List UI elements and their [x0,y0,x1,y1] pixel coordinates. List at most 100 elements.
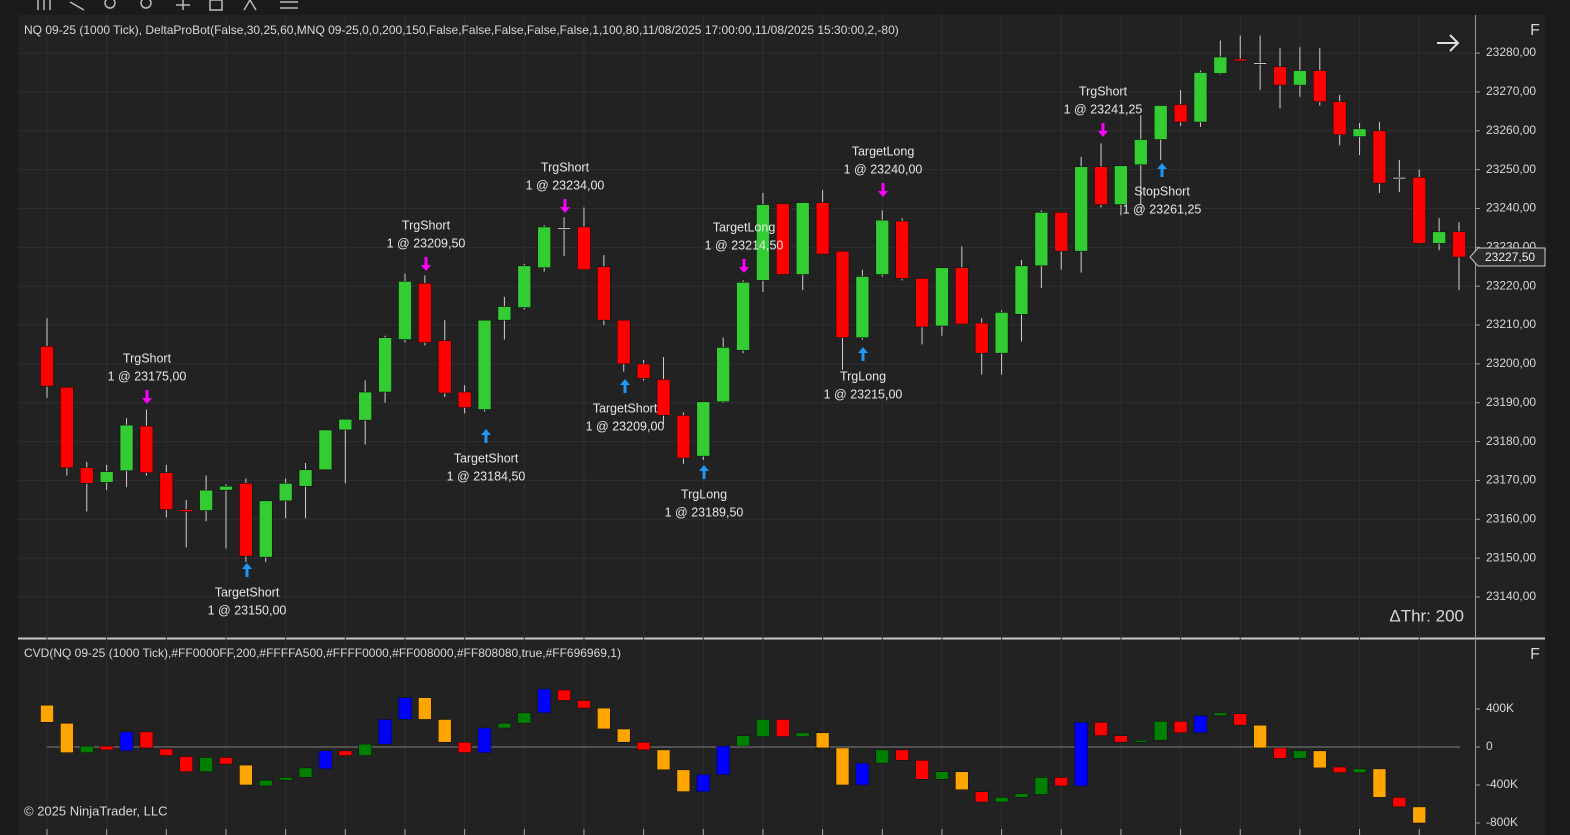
tool-bars-icon[interactable] [37,0,51,10]
cvd-bar [1114,735,1128,743]
cvd-bar [736,735,750,747]
candle-body [616,319,631,365]
cvd-bar [776,719,790,737]
candle-body [994,312,1009,354]
cvd-bar [1372,768,1387,798]
toolbar [37,0,298,11]
y-tick-label: -800K [1486,815,1518,829]
cvd-bar [835,747,850,786]
annotation-detail: 1 @ 23189,50 [665,505,744,519]
candle-body [497,306,512,321]
candle-body [1074,166,1088,252]
cvd-bar [60,722,74,754]
candle-body [1392,177,1407,180]
cvd-bar [179,756,194,773]
annotation-detail: 1 @ 23240,00 [844,162,923,176]
annotation-label: TargetShort [454,451,519,465]
candle-body [835,250,850,338]
candle-body [239,483,253,557]
candle-body [1332,101,1347,135]
cvd-bar [457,741,472,754]
cvd-bar [199,757,213,773]
trade-arrow [878,183,888,197]
last-price-box [1469,247,1546,267]
cvd-bar [338,750,353,756]
tool-crosshair-icon[interactable] [176,0,190,10]
candle-body [79,467,94,484]
candle-body [656,379,671,416]
tool-data-icon[interactable] [209,0,223,11]
candle-body [1153,105,1168,140]
y-tick-label: -400K [1486,777,1518,791]
y-tick-label: 23280,00 [1486,45,1536,59]
tool-zoom-icon[interactable] [104,0,116,9]
candle-body [1432,231,1446,244]
candle-body [875,219,890,275]
cvd-bar [935,771,949,780]
candle-body [895,220,909,279]
cvd-bar [159,748,174,756]
annotation-detail: 1 @ 23150,00 [208,603,287,617]
candle-body [179,509,194,512]
tool-zoom-out-icon[interactable] [140,0,152,9]
candle-body [1293,70,1307,86]
panel-button[interactable]: F [1530,22,1540,39]
candle-body [1273,66,1287,86]
cvd-bar [1054,777,1069,787]
cvd-bar [358,743,372,756]
tool-draw-icon[interactable] [69,1,85,11]
trade-arrow [142,390,152,404]
tool-list-icon[interactable] [280,1,298,9]
candle-body [40,346,54,387]
y-tick-label: 23240,00 [1486,201,1536,215]
candle-body [915,278,929,328]
candle-body [577,226,591,270]
cvd-bar [1134,740,1148,743]
annotation-detail: 1 @ 23209,50 [387,236,466,250]
candle-body [955,267,969,325]
cvd-bar [855,762,870,786]
candle-body [1352,128,1367,137]
cvd-bar [1392,797,1407,808]
threshold-label: ΔThr: 200 [1389,606,1464,625]
cvd-bar [875,749,890,764]
trade-arrow [1098,123,1108,137]
candle-body [756,204,770,281]
candle-body [418,282,432,343]
y-tick-label: 23140,00 [1486,589,1536,603]
y-tick-label: 23160,00 [1486,511,1536,525]
candle-body [935,267,949,327]
cvd-bar [437,719,452,743]
cvd-bar [1094,722,1108,736]
trade-arrow [739,259,749,273]
trade-arrow [858,347,868,361]
cvd-bar [1312,750,1327,769]
cvd-bar [756,719,770,737]
candle-body [60,386,74,469]
cvd-bar [278,777,293,781]
tool-strategy-icon[interactable] [243,0,257,11]
cvd-bar [477,727,492,754]
cvd-bar [398,697,412,720]
annotation-label: TargetLong [713,220,776,234]
cvd-bar [119,731,134,752]
cvd-bar [418,697,432,720]
candle-body [1452,231,1466,258]
y-tick-label: 23180,00 [1486,434,1536,448]
y-tick-label: 23190,00 [1486,395,1536,409]
panel-button[interactable]: F [1530,646,1540,663]
y-tick-label: 23200,00 [1486,356,1536,370]
scroll-arrow[interactable] [1437,34,1460,52]
candle-body [219,485,233,491]
candle-body [457,391,472,408]
candle-body [358,391,372,421]
cvd-bar [537,688,551,714]
annotation-label: StopShort [1134,184,1190,198]
cvd-bar [1074,722,1088,787]
copyright: © 2025 NinjaTrader, LLC [24,803,168,818]
candle-body [1014,265,1029,315]
candle-body [437,340,452,394]
candle-body [1233,58,1248,62]
candle-body [1412,177,1427,244]
cvd-bar [239,764,253,786]
